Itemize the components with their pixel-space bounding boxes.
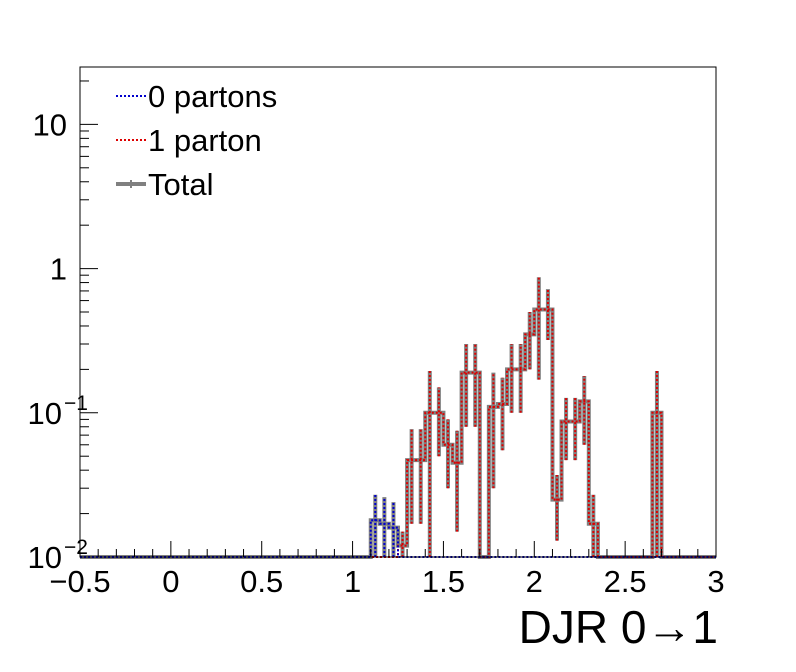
x-tick-label: 3 [707, 564, 724, 599]
legend-label: Total [148, 167, 213, 202]
x-tick-label: 1.5 [422, 564, 465, 599]
y-tick-exponent: −2 [64, 536, 88, 559]
x-tick-label: 1 [344, 564, 361, 599]
y-tick-exponent: −1 [64, 392, 88, 415]
legend-entry: 1 parton [116, 123, 262, 158]
x-tick-label: 2.5 [604, 564, 647, 599]
legend: 0 partons 1 parton Total [116, 79, 277, 202]
legend-entry: Total [116, 167, 213, 202]
legend-entry: 0 partons [116, 79, 277, 114]
y-tick-label: 10 [28, 396, 62, 431]
y-tick-label: 10 [33, 107, 67, 142]
series-line [80, 307, 716, 559]
legend-label: 1 parton [148, 123, 262, 158]
y-tick-label: 1 [50, 252, 67, 287]
axis-ticks [79, 80, 717, 558]
series-total [80, 277, 716, 559]
x-axis-title: DJR 0→1 [519, 601, 718, 653]
x-tick-label: 0.5 [240, 564, 283, 599]
x-tick-label: 0 [162, 564, 179, 599]
series-layer [80, 277, 716, 559]
y-tick-label: 10 [28, 540, 62, 575]
series-1-parton [80, 277, 716, 558]
x-tick-label: 2 [526, 564, 543, 599]
series-line [80, 308, 716, 558]
legend-label: 0 partons [148, 79, 277, 114]
x-tick-label: −0.5 [49, 564, 110, 599]
